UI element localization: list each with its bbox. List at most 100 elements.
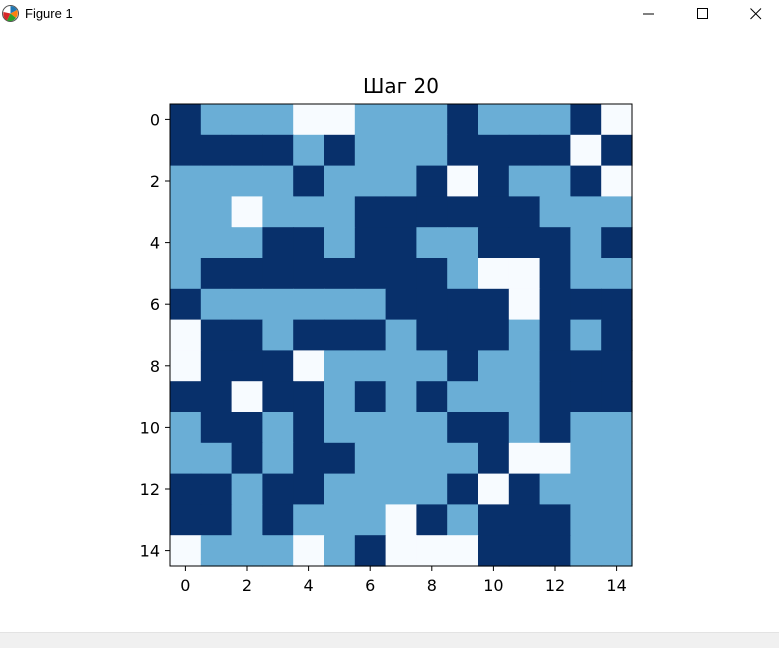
heatmap-cell-6-14 bbox=[601, 288, 633, 321]
heatmap-cell-6-3 bbox=[262, 288, 294, 321]
heatmap-cell-13-9 bbox=[447, 504, 479, 536]
heatmap-cell-0-12 bbox=[539, 104, 571, 136]
heatmap-cell-9-11 bbox=[508, 381, 541, 413]
y-tick-label: 6 bbox=[150, 295, 160, 314]
heatmap-cell-8-2 bbox=[231, 350, 263, 382]
heatmap-cell-7-11 bbox=[508, 319, 541, 351]
heatmap-cell-11-11 bbox=[508, 442, 541, 475]
heatmap-cell-9-7 bbox=[385, 381, 417, 413]
heatmap-cell-10-3 bbox=[262, 412, 294, 444]
configure-icon[interactable] bbox=[178, 641, 198, 648]
heatmap-cell-8-10 bbox=[478, 350, 510, 382]
figure-canvas[interactable]: Шаг 20 0 2 4 6 8 10 12 14 0 2 4 6 8 10 12 14 bbox=[0, 29, 779, 632]
heatmap-cell-13-12 bbox=[539, 504, 571, 536]
heatmap-cell-8-9 bbox=[447, 350, 479, 382]
minimize-icon bbox=[643, 13, 654, 15]
heatmap-cell-11-10 bbox=[478, 442, 510, 475]
heatmap-cell-3-10 bbox=[478, 196, 510, 228]
home-icon[interactable] bbox=[36, 641, 56, 648]
heatmap-cell-9-2 bbox=[231, 381, 263, 413]
heatmap-cell-14-13 bbox=[570, 535, 602, 567]
heatmap-cell-1-3 bbox=[262, 134, 294, 167]
heatmap-cell-9-5 bbox=[324, 381, 356, 413]
heatmap-cell-12-2 bbox=[231, 473, 263, 505]
heatmap-cell-13-4 bbox=[293, 504, 325, 536]
y-tick-label: 12 bbox=[140, 480, 160, 499]
heatmap-cell-4-1 bbox=[200, 227, 233, 259]
heatmap-cell-3-14 bbox=[601, 196, 633, 228]
heatmap-cell-10-4 bbox=[293, 412, 325, 444]
y-axis-ticks: 0 2 4 6 8 10 12 14 bbox=[140, 110, 170, 561]
heatmap-cell-4-8 bbox=[416, 227, 448, 259]
heatmap-cell-1-4 bbox=[293, 134, 325, 167]
heatmap-cell-3-6 bbox=[354, 196, 387, 228]
heatmap-cell-6-8 bbox=[416, 288, 448, 321]
heatmap-cell-14-8 bbox=[416, 535, 448, 567]
title-bar[interactable]: Figure 1 bbox=[0, 0, 779, 29]
minimize-button[interactable] bbox=[626, 0, 672, 29]
y-tick-label: 4 bbox=[150, 234, 160, 253]
heatmap-cell-9-4 bbox=[293, 381, 325, 413]
maximize-button[interactable] bbox=[680, 0, 726, 29]
heatmap-cell-3-2 bbox=[231, 196, 263, 228]
heatmap-cell-14-3 bbox=[262, 535, 294, 567]
heatmap-cell-0-9 bbox=[447, 104, 479, 136]
heatmap-cell-10-1 bbox=[200, 412, 233, 444]
heatmap-cell-7-12 bbox=[539, 319, 571, 351]
heatmap-cell-10-6 bbox=[354, 412, 387, 444]
heatmap-cell-10-9 bbox=[447, 412, 479, 444]
save-icon[interactable] bbox=[226, 641, 246, 648]
heatmap-cell-1-6 bbox=[354, 134, 387, 167]
heatmap-cell-0-4 bbox=[293, 104, 325, 136]
heatmap-cell-13-10 bbox=[478, 504, 510, 536]
heatmap-cell-0-14 bbox=[601, 104, 633, 136]
pan-icon[interactable] bbox=[114, 641, 134, 648]
heatmap-cell-3-0 bbox=[170, 196, 202, 228]
heatmap-cell-5-12 bbox=[539, 258, 571, 290]
heatmap-cell-4-14 bbox=[601, 227, 633, 259]
x-tick-label: 10 bbox=[483, 576, 503, 595]
heatmap-cell-12-14 bbox=[601, 473, 633, 505]
heatmap-cell-5-1 bbox=[200, 258, 233, 290]
heatmap-cell-3-7 bbox=[385, 196, 417, 228]
heatmap-cell-12-7 bbox=[385, 473, 417, 505]
heatmap-cell-8-14 bbox=[601, 350, 633, 382]
heatmap-cell-10-14 bbox=[601, 412, 633, 444]
y-tick-label: 0 bbox=[150, 110, 160, 129]
close-icon bbox=[750, 8, 762, 20]
heatmap-cell-0-0 bbox=[170, 104, 202, 136]
close-button[interactable] bbox=[733, 0, 779, 29]
x-tick-label: 12 bbox=[545, 576, 565, 595]
heatmap-cell-9-6 bbox=[354, 381, 387, 413]
heatmap-cell-6-0 bbox=[170, 288, 202, 321]
heatmap-cell-4-10 bbox=[478, 227, 510, 259]
heatmap-cell-13-6 bbox=[354, 504, 387, 536]
x-tick-label: 14 bbox=[606, 576, 626, 595]
heatmap-cell-5-10 bbox=[478, 258, 510, 290]
zoom-icon[interactable] bbox=[146, 641, 166, 648]
heatmap-cell-14-7 bbox=[385, 535, 417, 567]
heatmap-plot: 0 2 4 6 8 10 12 14 0 2 4 6 8 10 12 14 bbox=[140, 103, 633, 595]
back-icon[interactable] bbox=[66, 641, 86, 648]
heatmap-cell-14-9 bbox=[447, 535, 479, 567]
heatmap-cell-3-9 bbox=[447, 196, 479, 228]
heatmap-cell-9-13 bbox=[570, 381, 602, 413]
heatmap-cell-11-5 bbox=[324, 442, 356, 475]
heatmap-cell-9-12 bbox=[539, 381, 571, 413]
heatmap-cell-6-9 bbox=[447, 288, 479, 321]
heatmap-cell-4-6 bbox=[354, 227, 387, 259]
x-tick-label: 2 bbox=[242, 576, 252, 595]
heatmap-cell-4-3 bbox=[262, 227, 294, 259]
heatmap-cell-13-0 bbox=[170, 504, 202, 536]
heatmap-cell-1-2 bbox=[231, 134, 263, 167]
y-tick-label: 2 bbox=[150, 172, 160, 191]
heatmap-cell-9-3 bbox=[262, 381, 294, 413]
heatmap-cell-12-8 bbox=[416, 473, 448, 505]
heatmap-cell-0-6 bbox=[354, 104, 387, 136]
axes-frame bbox=[169, 103, 633, 567]
heatmap-cell-2-10 bbox=[478, 165, 510, 197]
heatmap-cell-0-7 bbox=[385, 104, 417, 136]
x-tick-label: 8 bbox=[427, 576, 437, 595]
heatmap-cell-5-2 bbox=[231, 258, 263, 290]
